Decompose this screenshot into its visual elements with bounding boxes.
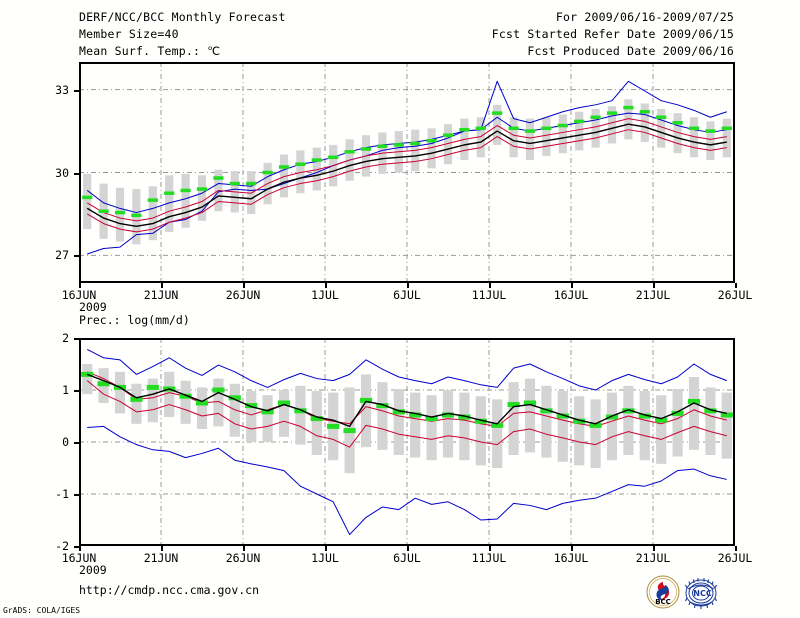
precipitation-x-tick-label: 1JUL (311, 551, 339, 565)
precipitation-x-tick-label: 6JUL (393, 551, 421, 565)
precipitation-x-tick-mark (735, 546, 737, 551)
temperature-x-tick-label: 16JUL (553, 288, 589, 302)
precipitation-y-tick-label: -2 (55, 539, 69, 553)
year-label-upper: 2009 (79, 300, 107, 314)
precipitation-x-tick-label: 16JUL (553, 551, 589, 565)
precipitation-x-tick-mark (243, 546, 245, 551)
precipitation-x-tick-mark (653, 546, 655, 551)
precipitation-x-tick-label: 21JUL (635, 551, 671, 565)
precipitation-y-tick-label: 2 (62, 331, 69, 345)
temperature-y-tick-mark (74, 89, 79, 92)
precipitation-y-tick-label: 0 (62, 435, 69, 449)
precipitation-y-tick-mark (74, 546, 79, 548)
temperature-x-tick-mark (325, 283, 327, 288)
temperature-x-tick-label: 21JUL (635, 288, 671, 302)
temperature-x-tick-mark (489, 283, 491, 288)
precipitation-chart (79, 338, 735, 546)
precipitation-x-tick-mark (571, 546, 573, 551)
precipitation-x-tick-mark (161, 546, 163, 551)
temperature-x-tick-label: 21JUN (143, 288, 179, 302)
grads-credit: GrADS: COLA/IGES (3, 606, 81, 615)
ncc-logo-icon: NCC (684, 575, 718, 609)
forecast-started-label: Fcst Started Refer Date 2009/06/15 (491, 27, 734, 41)
precipitation-x-tick-label: 16JUN (61, 551, 97, 565)
temperature-chart (79, 62, 735, 283)
precipitation-x-tick-label: 21JUN (143, 551, 179, 565)
precipitation-plot-frame (79, 338, 735, 546)
precipitation-y-tick-mark (74, 494, 79, 496)
temperature-x-tick-label: 26JUL (717, 288, 753, 302)
year-label-lower: 2009 (79, 563, 107, 577)
precipitation-x-tick-label: 11JUL (471, 551, 507, 565)
temperature-x-tick-label: 26JUN (225, 288, 261, 302)
precipitation-plot-area (79, 338, 735, 546)
precipitation-y-tick-mark (74, 442, 79, 444)
temperature-y-tick-label: 30 (55, 165, 69, 180)
temperature-x-tick-mark (407, 283, 409, 288)
temperature-x-tick-mark (735, 283, 737, 288)
chart-title: DERF/NCC/BCC Monthly Forecast (79, 10, 286, 24)
website-url[interactable]: http://cmdp.ncc.cma.gov.cn (79, 583, 260, 597)
temperature-x-tick-label: 1JUL (311, 288, 339, 302)
temperature-x-tick-mark (79, 283, 81, 288)
temperature-x-tick-mark (571, 283, 573, 288)
precipitation-x-tick-label: 26JUN (225, 551, 261, 565)
svg-text:BCC: BCC (655, 598, 671, 606)
precipitation-x-tick-mark (79, 546, 81, 551)
temperature-plot-area (79, 62, 735, 283)
precipitation-x-tick-mark (325, 546, 327, 551)
forecast-produced-label: Fcst Produced Date 2009/06/16 (527, 44, 734, 58)
precipitation-x-tick-mark (407, 546, 409, 551)
bcc-logo-icon: BCC (646, 575, 680, 609)
temperature-y-tick-label: 33 (55, 82, 69, 97)
lower-panel-label: Prec.: log(mm/d) (79, 313, 190, 327)
temperature-x-tick-mark (161, 283, 163, 288)
precipitation-y-tick-mark (74, 338, 79, 340)
member-size-label: Member Size=40 (79, 27, 179, 41)
precipitation-x-tick-mark (489, 546, 491, 551)
precipitation-y-tick-label: -1 (55, 487, 69, 501)
temperature-y-tick-label: 27 (55, 248, 69, 263)
temperature-x-tick-label: 6JUL (393, 288, 421, 302)
temperature-y-tick-mark (74, 172, 79, 175)
temperature-y-tick-mark (74, 255, 79, 258)
forecast-period-label: For 2009/06/16-2009/07/25 (555, 10, 734, 24)
temperature-x-tick-mark (653, 283, 655, 288)
precipitation-y-tick-label: 1 (62, 383, 69, 397)
svg-text:NCC: NCC (693, 589, 712, 598)
temperature-x-tick-label: 16JUN (61, 288, 97, 302)
precipitation-x-tick-label: 26JUL (717, 551, 753, 565)
temperature-x-tick-mark (243, 283, 245, 288)
temperature-plot-frame (79, 62, 735, 283)
temperature-x-tick-label: 11JUL (471, 288, 507, 302)
precipitation-y-tick-mark (74, 390, 79, 392)
upper-panel-label: Mean Surf. Temp.: ℃ (79, 44, 221, 58)
